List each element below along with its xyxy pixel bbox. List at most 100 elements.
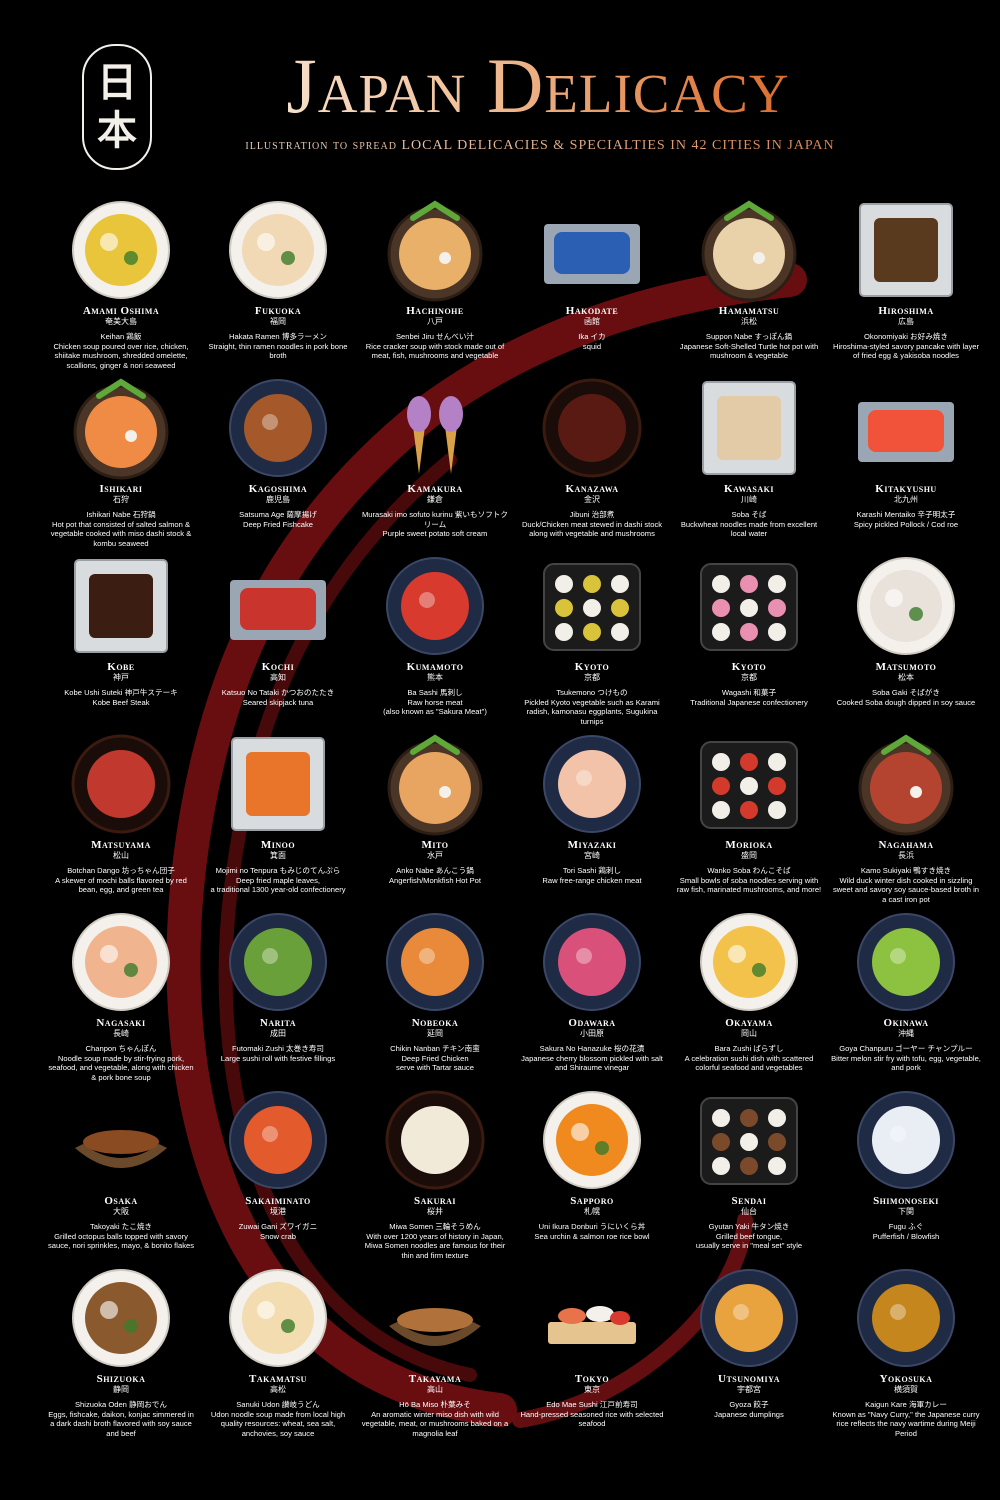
dish-city: Ishikari <box>99 483 143 495</box>
dish-city-kanji: 横須賀 <box>894 1385 918 1394</box>
dish-illustration <box>857 1269 955 1367</box>
dish-city: Mito <box>421 839 449 851</box>
dish-illustration <box>542 378 642 478</box>
seal-char-2: 本 <box>97 107 137 154</box>
dish-description: Wagashi 和菓子 Traditional Japanese confect… <box>690 688 808 707</box>
dish-city-kanji: 松本 <box>898 673 914 682</box>
dish-card: Kagoshima 鹿児島 Satsuma Age 薩摩揚げ Deep Fried … <box>201 376 355 554</box>
dish-card: Hakodate 函館 Ika イカ squid <box>515 198 669 376</box>
dish-card: Okayama 岡山 Bara Zushi ばらずし A celebration s… <box>672 910 826 1088</box>
dish-city-kanji: 桜井 <box>427 1207 443 1216</box>
dish-city-kanji: 鎌倉 <box>427 495 443 504</box>
dish-city: Sakurai <box>413 1195 457 1207</box>
dish-card: Ishikari 石狩 Ishikari Nabe 石狩鍋 Hot pot that… <box>44 376 198 554</box>
dish-illustration <box>73 378 169 480</box>
dish-description: Wanko Soba わんこそば Small bowls of soba noo… <box>676 866 822 895</box>
dish-illustration <box>543 735 641 833</box>
dish-city-kanji: 境港 <box>270 1207 286 1216</box>
dish-city-kanji: 札幌 <box>584 1207 600 1216</box>
dish-card: Tokyo 東京 Edo Mae Sushi 江戸前寿司 Hand-pressed … <box>515 1266 669 1444</box>
dish-description: Ba Sashi 馬刺し Raw horse meat (also known … <box>383 688 487 717</box>
dish-city-kanji: 盛岡 <box>741 851 757 860</box>
dish-description: Katsuo No Tataki かつおのたたき Seared skipjack… <box>221 688 335 707</box>
dish-description: Futomaki Zushi 太巻き寿司 Large sushi roll wi… <box>220 1044 336 1063</box>
dish-card: Odawara 小田原 Sakura No Hanazuke 桜の花漬 Japane… <box>515 910 669 1088</box>
dish-description: Uni Ikura Donburi うにいくら丼 Sea urchin & sa… <box>534 1222 650 1241</box>
dish-city: Nagasaki <box>96 1017 146 1029</box>
dish-illustration <box>701 200 797 302</box>
dish-city-kanji: 岡山 <box>741 1029 757 1038</box>
dish-illustration <box>700 1269 798 1367</box>
dish-illustration <box>858 402 954 462</box>
dish-description: Tori Sashi 鶏刺し Raw free-range chicken me… <box>542 866 642 885</box>
dish-city: Nobeoka <box>411 1017 459 1029</box>
dish-description: Soba そば Buckwheat noodles made from exce… <box>680 510 818 539</box>
dish-description: Suppon Nabe すっぽん鍋 Japanese Soft-Shelled … <box>679 332 819 361</box>
dish-illustration <box>72 201 170 299</box>
dish-city-kanji: 水戸 <box>427 851 443 860</box>
dish-city-kanji: 成田 <box>270 1029 286 1038</box>
dish-illustration <box>72 1269 170 1367</box>
dish-card: Narita 成田 Futomaki Zushi 太巻き寿司 Large sushi… <box>201 910 355 1088</box>
dish-city-kanji: 京都 <box>584 673 600 682</box>
dish-description: Sanuki Udon 讃岐うどん Udon noodle soup made … <box>210 1400 346 1438</box>
dish-city: Hakodate <box>565 305 619 317</box>
dish-city: Utsunomiya <box>718 1373 780 1385</box>
dish-description: Goya Chanpuru ゴーヤー チャンプルー Bitter melon s… <box>831 1044 981 1073</box>
dish-card: Fukuoka 福岡 Hakata Ramen 博多ラーメン Straight, t… <box>201 198 355 376</box>
dish-card: Sendai 仙台 Gyutan Yaki 牛タン焼き Grilled beef t… <box>672 1088 826 1266</box>
dish-card: Morioka 盛岡 Wanko Soba わんこそば Small bowls of… <box>672 732 826 910</box>
dish-city: Amami Oshima <box>82 305 160 317</box>
dish-city: Matsuyama <box>91 839 151 851</box>
dish-city-kanji: 長崎 <box>113 1029 129 1038</box>
poster-subtitle: illustration to spread LOCAL DELICACIES … <box>170 138 910 154</box>
dish-city: Kagoshima <box>248 483 308 495</box>
dish-illustration <box>387 734 483 836</box>
dish-description: Soba Gaki そばがき Cooked Soba dough dipped … <box>836 688 976 707</box>
dish-illustration <box>544 224 640 284</box>
dish-city: Kawasaki <box>724 483 774 495</box>
dish-city: Sapporo <box>570 1195 614 1207</box>
dish-illustration <box>231 737 325 831</box>
dish-city: Kitakyushu <box>875 483 937 495</box>
dish-illustration <box>229 1091 327 1189</box>
dish-illustration <box>857 913 955 1011</box>
dish-illustration <box>543 1091 641 1189</box>
poster-title: Japan Delicacy <box>158 36 918 136</box>
dish-card: Okinawa 沖縄 Goya Chanpuru ゴーヤー チャンプルー Bitte… <box>829 910 983 1088</box>
dish-illustration <box>229 379 327 477</box>
dish-city-kanji: 静岡 <box>113 1385 129 1394</box>
dish-city: Sakaiminato <box>245 1195 311 1207</box>
dish-description: Fugu ふぐ Pufferfish / Blowfish <box>872 1222 940 1241</box>
dish-description: Zuwai Gani ズワイガニ Snow crab <box>238 1222 318 1241</box>
dish-city: Morioka <box>725 839 773 851</box>
dish-city: Odawara <box>568 1017 616 1029</box>
dish-city: Sendai <box>731 1195 767 1207</box>
dish-card: Hachinohe 八戸 Senbei Jiru せんべい汁 Rice cracke… <box>358 198 512 376</box>
dish-illustration <box>857 557 955 655</box>
dish-city: Kyoto <box>731 661 767 673</box>
dish-city-kanji: 沖縄 <box>898 1029 914 1038</box>
dish-card: Yokosuka 横須賀 Kaigun Kare 海軍カレー Known as "N… <box>829 1266 983 1444</box>
dish-city-kanji: 石狩 <box>113 495 129 504</box>
dish-description: Ika イカ squid <box>578 332 606 351</box>
dish-card: Mito 水戸 Anko Nabe あんこう鍋 Angerfish/Monkfish… <box>358 732 512 910</box>
dish-card: Nobeoka 延岡 Chikin Nanban チキン南蛮 Deep Fried … <box>358 910 512 1088</box>
dish-illustration <box>859 203 953 297</box>
dish-city: Fukuoka <box>254 305 302 317</box>
dish-city-kanji: 熊本 <box>427 673 443 682</box>
dish-city: Takamatsu <box>249 1373 307 1385</box>
dish-description: Chanpon ちゃんぽん Noodle soup made by stir-f… <box>48 1044 194 1082</box>
dish-illustration <box>700 1097 798 1185</box>
dish-illustration <box>72 913 170 1011</box>
dish-description: Kaigun Kare 海軍カレー Known as "Navy Curry,"… <box>832 1400 980 1438</box>
dish-card: Kobe 神戸 Kobe Ushi Suteki 神戸牛ステーキ Kobe Beef… <box>44 554 198 732</box>
dish-description: Senbei Jiru せんべい汁 Rice cracker soup with… <box>365 332 505 361</box>
dish-card: Hiroshima 広島 Okonomiyaki お好み焼き Hiroshima-s… <box>829 198 983 376</box>
dish-description: Hō Ba Miso 朴葉みそ An aromatic winter miso … <box>361 1400 509 1438</box>
dish-illustration <box>230 580 326 640</box>
dish-city-kanji: 川崎 <box>741 495 757 504</box>
dish-description: Kamo Sukiyaki 鴨すき焼き Wild duck winter dis… <box>832 866 980 904</box>
